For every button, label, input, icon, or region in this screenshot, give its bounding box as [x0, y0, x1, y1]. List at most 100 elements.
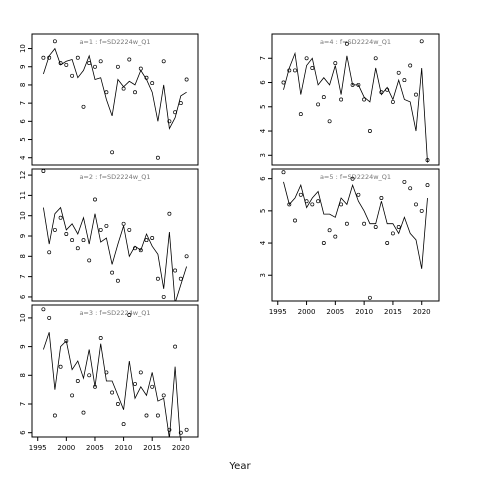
observed-point	[390, 231, 395, 236]
fitted-line	[283, 181, 428, 269]
observed-point	[41, 307, 46, 312]
x-tick-label: 2015	[384, 308, 402, 316]
y-tick-label: 7	[19, 402, 27, 406]
observed-point	[138, 370, 143, 375]
observed-point	[402, 179, 407, 184]
observed-point	[138, 248, 143, 253]
observed-point	[385, 87, 390, 92]
observed-point	[155, 413, 160, 418]
observed-point	[167, 119, 172, 124]
observed-point	[396, 70, 401, 75]
observed-point	[47, 315, 52, 320]
observed-point	[87, 61, 92, 66]
y-tick-label: 6	[19, 294, 27, 299]
observed-point	[87, 258, 92, 263]
observed-point	[373, 225, 378, 229]
observed-point	[425, 183, 430, 188]
observed-point	[173, 268, 178, 273]
observed-point	[150, 384, 155, 389]
observed-point	[362, 221, 367, 226]
y-tick-label: 8	[19, 254, 27, 258]
observed-point	[93, 384, 97, 389]
observed-point	[356, 192, 361, 197]
observed-point	[115, 64, 120, 69]
x-tick-label: 2020	[172, 444, 190, 452]
y-tick-label: 6	[19, 430, 27, 435]
observed-point	[104, 223, 109, 228]
observed-point	[396, 225, 401, 229]
x-tick-label: 1995	[29, 444, 47, 452]
observed-point	[75, 246, 80, 251]
observed-point	[144, 413, 149, 418]
observed-point	[414, 202, 418, 207]
observed-point	[287, 68, 292, 73]
y-tick-label: 7	[259, 56, 267, 60]
observed-point	[52, 413, 57, 418]
x-tick-label: 2010	[115, 444, 133, 452]
panel-5: a=5 : f=SD2224w_Q1 3 4 5 6 1995 2000 2005 2010 20…	[259, 168, 440, 316]
observed-point	[327, 119, 332, 124]
observed-point	[155, 276, 160, 281]
fitted-line	[283, 51, 428, 163]
observed-point	[127, 227, 132, 232]
observed-point	[41, 55, 46, 60]
panel-2: a=2 : f=SD2224w_Q1 6 7 8 9 10 11 12	[19, 168, 199, 302]
panel-frame	[31, 168, 199, 302]
x-tick-label: 2010	[355, 308, 373, 316]
observed-point	[321, 241, 326, 245]
observed-point	[161, 393, 166, 398]
observed-point	[81, 104, 86, 109]
observed-point	[121, 86, 126, 91]
panel-frame	[31, 33, 199, 166]
y-tick-label: 5	[259, 209, 267, 213]
y-tick-label: 7	[19, 101, 27, 105]
plot-area	[41, 307, 189, 437]
observed-point	[75, 379, 80, 383]
x-tick-label: 2005	[326, 308, 344, 316]
observed-point	[310, 66, 315, 70]
observed-point	[287, 202, 292, 207]
y-tick-label: 3	[259, 153, 267, 157]
y-tick-label: 5	[19, 137, 27, 141]
observed-point	[70, 393, 75, 398]
observed-point	[321, 95, 326, 100]
observed-point	[293, 218, 297, 223]
observed-point	[339, 202, 344, 207]
observed-point	[133, 246, 137, 251]
y-tick-label: 9	[19, 65, 27, 69]
fitted-line	[43, 332, 181, 437]
observed-point	[167, 427, 172, 432]
observed-point	[121, 422, 126, 427]
plot-area	[41, 39, 189, 160]
observed-point	[178, 101, 183, 106]
y-tick-label: 3	[259, 273, 267, 277]
x-tick-label: 1995	[269, 308, 287, 316]
observed-point	[81, 238, 86, 243]
observed-point	[70, 238, 75, 243]
observed-point	[104, 90, 109, 95]
observed-point	[333, 61, 338, 66]
observed-point	[414, 92, 418, 97]
y-tick-label: 8	[19, 373, 27, 377]
observed-point	[298, 112, 303, 117]
observed-point	[379, 90, 384, 95]
observed-point	[281, 170, 286, 175]
observed-point	[93, 197, 97, 202]
y-tick-label: 10	[19, 313, 27, 322]
fitted-line	[43, 206, 187, 301]
observed-point	[402, 78, 407, 83]
y-tick-label: 10	[19, 44, 27, 53]
x-tick-label: 2015	[143, 444, 161, 452]
observed-point	[178, 276, 183, 281]
observed-point	[333, 234, 338, 239]
observed-point	[350, 82, 355, 87]
observed-point	[408, 186, 413, 191]
x-tick-label: 2000	[57, 444, 75, 452]
observed-point	[178, 430, 183, 435]
y-tick-label: 6	[19, 119, 27, 124]
observed-point	[304, 56, 309, 61]
observed-point	[373, 56, 378, 61]
observed-point	[173, 110, 178, 115]
observed-point	[110, 150, 115, 155]
observed-point	[138, 66, 143, 71]
